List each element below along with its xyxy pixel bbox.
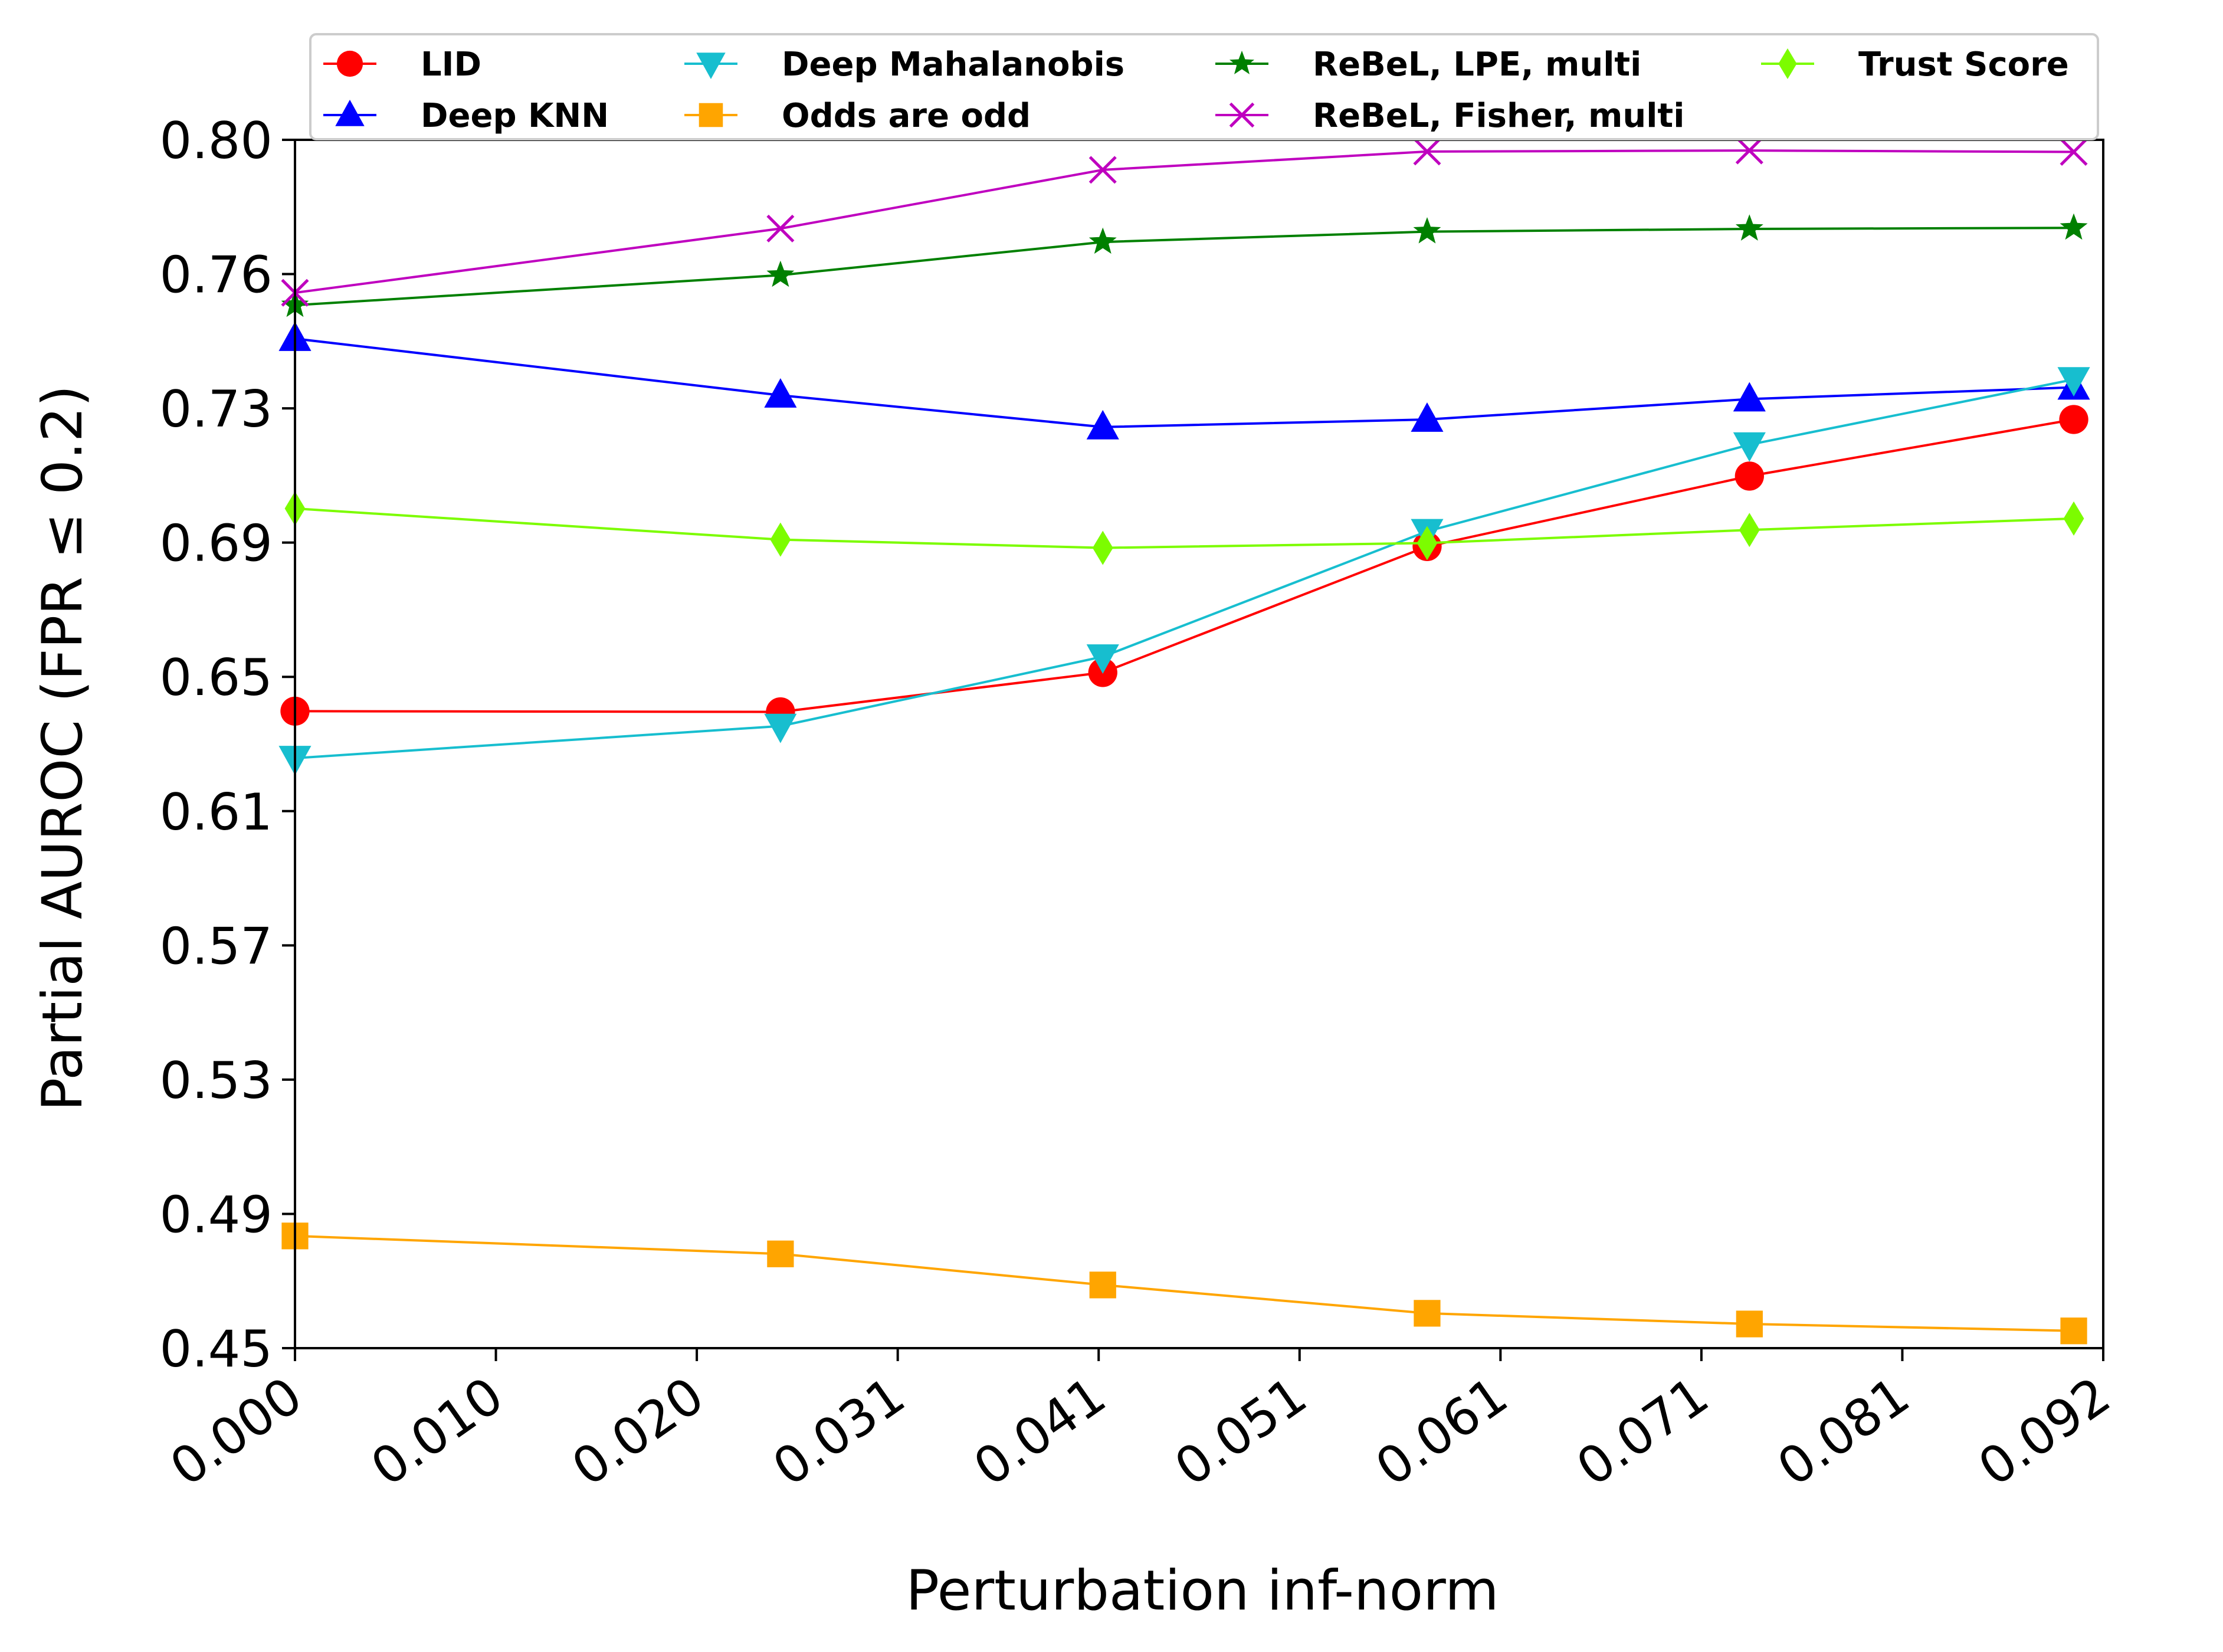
data-point [1413,137,1441,166]
data-point [2059,405,2088,434]
series-line [294,418,2074,713]
legend-label: Deep Mahalanobis [782,45,1124,84]
legend-label: Deep KNN [421,97,609,135]
series-line [294,378,2074,759]
legend-item: ReBeL, LPE, multi [1215,45,1641,84]
data-point [1735,461,1764,491]
legend-label: Trust Score [1858,45,2069,84]
data-point [1736,1310,1763,1338]
legend-marker [1229,102,1255,128]
series-rebel-fisher-multi [281,136,2088,307]
legend: LID Deep KNN Deep Mahalanobis Odds are odd R… [309,33,2099,140]
data-point [764,378,797,408]
data-point [1089,1271,1116,1299]
data-point [1092,530,1113,565]
y-tick-label: 0.57 [160,917,273,976]
legend-item: ReBeL, Fisher, multi [1215,97,1684,135]
data-point [1417,526,1438,560]
y-tick-label: 0.73 [160,380,273,439]
y-tick-label: 0.45 [160,1320,273,1379]
series-line [294,149,2074,294]
y-tick-label: 0.76 [160,246,273,305]
legend-marker [699,103,723,127]
legend-label: Odds are odd [782,97,1031,135]
legend-marker [336,50,363,77]
legend-item: Odds are odd [684,97,1031,135]
legend-marker [696,53,726,79]
series-line [294,1234,2074,1332]
data-point [1088,227,1117,254]
y-tick-label: 0.53 [160,1051,273,1110]
y-tick-label: 0.49 [160,1185,273,1244]
data-point [1735,214,1763,241]
data-point [770,522,791,557]
y-tick-label: 0.65 [160,648,273,707]
y-tick-label: 0.69 [160,514,273,573]
series-line [294,507,2074,549]
data-point [1414,1300,1441,1327]
legend-item: Trust Score [1761,45,2069,84]
data-point [767,1240,794,1267]
data-point [766,214,795,242]
series-layer [278,136,2090,1345]
legend-label: LID [421,45,481,84]
data-point [1088,156,1117,184]
data-point [1739,513,1760,548]
data-point [764,713,797,743]
data-point [2060,137,2088,166]
data-point [2060,213,2088,240]
legend-marker [1778,48,1797,79]
series-line [294,227,2074,307]
data-point [1086,409,1119,440]
data-point [1733,382,1766,412]
legend-box [309,33,2099,140]
data-point [1086,644,1119,674]
data-point [1413,217,1441,244]
legend-marker [1229,50,1254,74]
data-point [2063,501,2084,536]
legend-item: Deep Mahalanobis [684,45,1124,84]
data-point [1735,136,1763,165]
legend-label: ReBeL, Fisher, multi [1313,97,1684,135]
legend-label: ReBeL, LPE, multi [1313,45,1641,84]
y-tick-label: 0.80 [160,112,273,171]
data-point [1733,432,1766,462]
series-lid [280,405,2088,727]
legend-marker [335,100,365,126]
series-line [294,337,2074,428]
series-deep-mahalanobis [278,367,2090,775]
legend-item: Deep KNN [323,97,609,135]
data-point [2057,367,2090,397]
data-point [1411,402,1444,432]
y-tick-label: 0.61 [160,783,273,842]
legend-item: LID [323,45,481,84]
y-axis-label: Partial AUROC (FPR ≤ 0.2) [31,385,95,1112]
data-point [2060,1317,2087,1345]
x-axis-label: Perturbation inf-norm [906,1559,1499,1623]
data-point [766,260,795,287]
